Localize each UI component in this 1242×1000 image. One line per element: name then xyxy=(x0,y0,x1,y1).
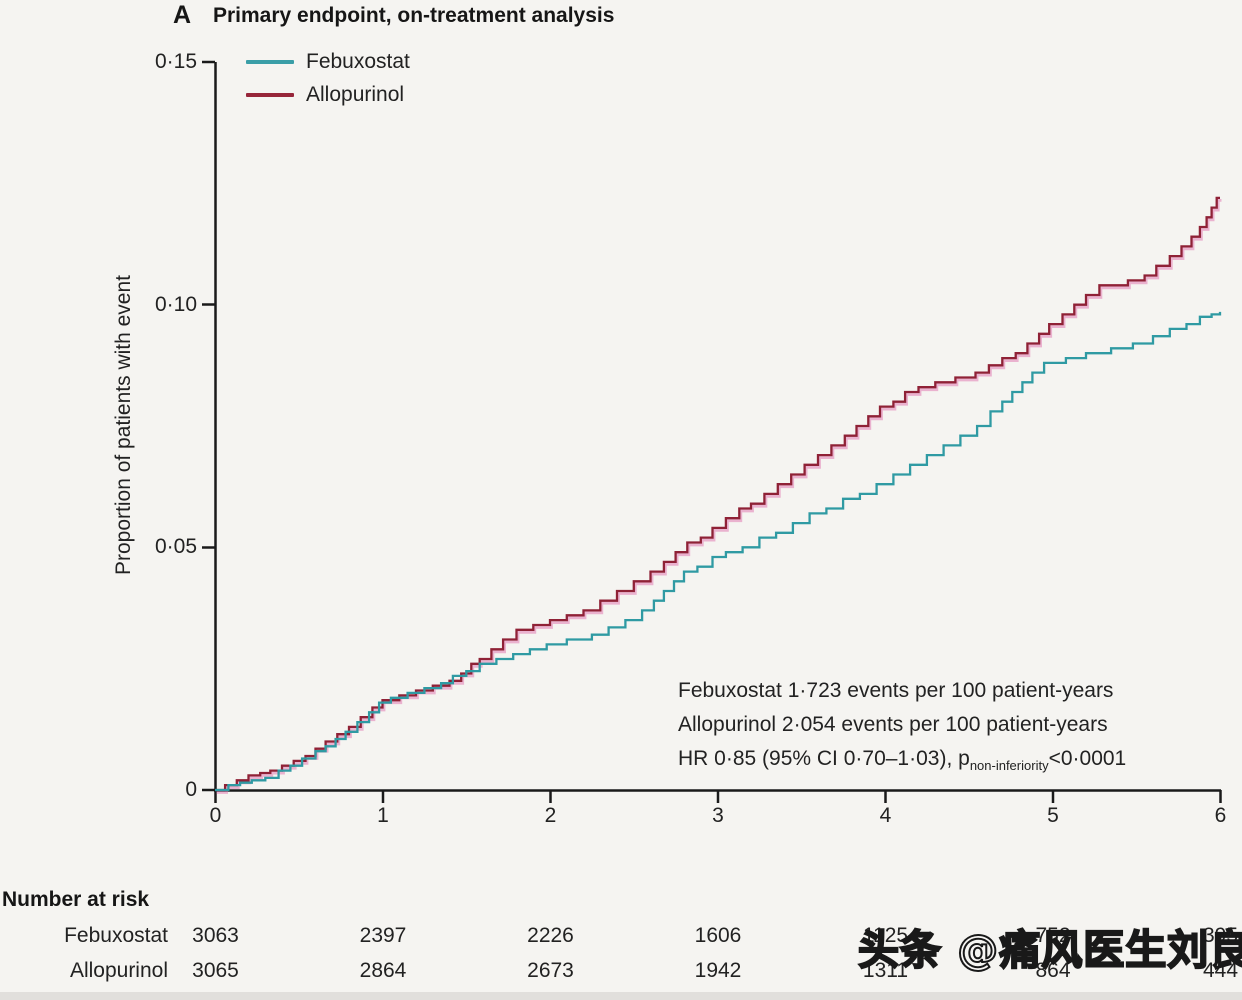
y-tick-label-015: 0·15 xyxy=(154,50,197,73)
x-tick-label-4: 4 xyxy=(879,804,892,827)
febuxostat-curve xyxy=(215,311,1222,792)
allopurinol-line-swatch xyxy=(246,92,294,97)
stats-annotation: Febuxostat 1·723 events per 100 patient-… xyxy=(678,674,1126,776)
annotation-line-hr: HR 0·85 (95% CI 0·70–1·03), pnon-inferio… xyxy=(678,742,1126,776)
x-tick-label-2: 2 xyxy=(544,804,557,827)
risk-value: 444 xyxy=(1202,959,1239,982)
legend-item-febuxostat: Febuxostat xyxy=(246,45,410,78)
axes xyxy=(202,60,1222,803)
hr-subscript: non-inferiority xyxy=(969,758,1049,774)
x-tick-label-0: 0 xyxy=(209,804,222,827)
risk-row-label-allopurinol: Allopurinol xyxy=(69,959,168,982)
figure-title: Primary endpoint, on-treatment analysis xyxy=(213,4,615,27)
legend-item-allopurinol: Allopurinol xyxy=(246,78,410,111)
survival-curves xyxy=(215,196,1222,794)
risk-value: 1311 xyxy=(862,959,909,982)
hr-text: HR 0·85 (95% CI 0·70–1·03), p xyxy=(678,747,970,770)
risk-value: 2864 xyxy=(359,959,407,982)
y-tick-label-010: 0·10 xyxy=(154,293,197,316)
bottom-edge-artifact xyxy=(0,992,1242,1000)
risk-value: 2397 xyxy=(359,924,407,947)
risk-value: 3063 xyxy=(192,924,239,947)
risk-value: 1125 xyxy=(862,924,909,947)
hr-pvalue: <0·0001 xyxy=(1048,747,1127,770)
panel-label: A xyxy=(173,1,192,29)
annotation-line-febuxostat: Febuxostat 1·723 events per 100 patient-… xyxy=(678,679,1114,702)
legend: Febuxostat Allopurinol xyxy=(246,45,410,111)
risk-value: 395 xyxy=(1202,924,1239,947)
risk-value: 864 xyxy=(1035,959,1071,982)
risk-value: 2673 xyxy=(527,959,574,982)
allopurinol-curve xyxy=(215,196,1220,792)
risk-row-label-febuxostat: Febuxostat xyxy=(64,924,168,947)
number-at-risk-title: Number at risk xyxy=(2,888,150,911)
x-tick-label-5: 5 xyxy=(1047,804,1059,827)
y-tick-label-0: 0 xyxy=(185,778,197,801)
risk-value: 1606 xyxy=(694,924,742,947)
risk-value: 3065 xyxy=(192,959,239,982)
legend-label-febuxostat: Febuxostat xyxy=(306,49,410,73)
febuxostat-line-swatch xyxy=(246,59,294,64)
annotation-line-allopurinol: Allopurinol 2·054 events per 100 patient… xyxy=(678,713,1108,736)
watermark-text: 头条 @痛风医生刘良运 xyxy=(857,925,1242,975)
risk-value: 752 xyxy=(1035,924,1071,947)
x-tick-label-3: 3 xyxy=(712,804,724,827)
risk-value: 1942 xyxy=(694,959,742,982)
x-tick-label-1: 1 xyxy=(377,804,389,827)
risk-value: 2226 xyxy=(527,924,574,947)
legend-label-allopurinol: Allopurinol xyxy=(306,82,405,106)
y-tick-label-005: 0·05 xyxy=(154,535,197,558)
x-tick-label-6: 6 xyxy=(1214,804,1227,827)
